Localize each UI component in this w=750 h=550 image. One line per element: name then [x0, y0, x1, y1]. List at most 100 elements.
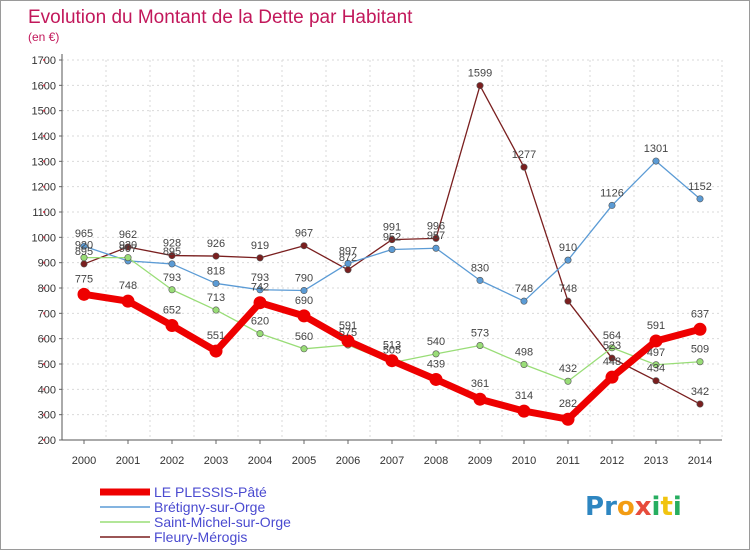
- data-label-saint-michel-sur-orge: 793: [163, 272, 181, 284]
- logo-letter: o: [617, 492, 635, 522]
- data-point-saint-michel-sur-orge: [652, 361, 660, 369]
- data-label-br-tigny-sur-orge: 952: [383, 231, 401, 243]
- data-label-saint-michel-sur-orge: 497: [647, 347, 665, 359]
- data-point-le-plessis-p-t-: [297, 309, 311, 323]
- data-point-br-tigny-sur-orge: [696, 195, 704, 203]
- data-point-saint-michel-sur-orge: [564, 377, 572, 385]
- data-label-le-plessis-p-t-: 314: [515, 390, 533, 402]
- data-label-fleury-m-rogis: 895: [75, 246, 93, 258]
- data-label-saint-michel-sur-orge: 564: [603, 330, 621, 342]
- data-label-br-tigny-sur-orge: 748: [515, 283, 533, 295]
- data-point-br-tigny-sur-orge: [212, 279, 220, 287]
- data-point-fleury-m-rogis: [652, 377, 660, 385]
- y-tick-label: 700: [38, 308, 56, 320]
- data-point-le-plessis-p-t-: [77, 287, 91, 301]
- data-label-saint-michel-sur-orge: 509: [691, 344, 709, 356]
- data-point-fleury-m-rogis: [388, 236, 396, 244]
- data-label-saint-michel-sur-orge: 620: [251, 316, 269, 328]
- data-label-fleury-m-rogis: 926: [207, 238, 225, 250]
- data-label-fleury-m-rogis: 919: [251, 240, 269, 252]
- data-label-fleury-m-rogis: 962: [119, 229, 137, 241]
- data-point-le-plessis-p-t-: [209, 344, 223, 358]
- data-label-br-tigny-sur-orge: 818: [207, 265, 225, 277]
- data-point-le-plessis-p-t-: [605, 370, 619, 384]
- logo-letter: i: [652, 492, 661, 522]
- proxiti-logo: Proxiti: [585, 492, 682, 522]
- x-tick-label: 2013: [644, 455, 668, 467]
- logo-letter: r: [604, 492, 617, 522]
- data-label-br-tigny-sur-orge: 790: [295, 273, 313, 285]
- data-point-br-tigny-sur-orge: [80, 242, 88, 250]
- x-tick-label: 2011: [556, 455, 580, 467]
- data-point-fleury-m-rogis: [608, 354, 616, 362]
- data-point-saint-michel-sur-orge: [608, 344, 616, 352]
- data-point-fleury-m-rogis: [256, 254, 264, 262]
- data-point-fleury-m-rogis: [124, 243, 132, 251]
- data-label-le-plessis-p-t-: 513: [383, 340, 401, 352]
- data-label-le-plessis-p-t-: 690: [295, 295, 313, 307]
- data-label-br-tigny-sur-orge: 965: [75, 228, 93, 240]
- x-tick-label: 2002: [160, 455, 184, 467]
- data-label-br-tigny-sur-orge: 907: [119, 243, 137, 255]
- data-label-br-tigny-sur-orge: 1301: [644, 143, 668, 155]
- x-tick-label: 2007: [380, 455, 404, 467]
- data-point-br-tigny-sur-orge: [168, 260, 176, 268]
- legend-label: Saint-Michel-sur-Orge: [154, 514, 291, 530]
- data-point-fleury-m-rogis: [564, 297, 572, 305]
- chart-title: Evolution du Montant de la Dette par Hab…: [28, 7, 413, 28]
- legend-label: LE PLESSIS-Pâté: [154, 484, 267, 500]
- data-label-fleury-m-rogis: 967: [295, 228, 313, 240]
- data-label-saint-michel-sur-orge: 713: [207, 292, 225, 304]
- data-point-le-plessis-p-t-: [385, 354, 399, 368]
- data-label-fleury-m-rogis: 991: [383, 222, 401, 234]
- data-label-le-plessis-p-t-: 361: [471, 378, 489, 390]
- x-tick-label: 2010: [512, 455, 536, 467]
- data-point-br-tigny-sur-orge: [344, 259, 352, 267]
- data-point-br-tigny-sur-orge: [388, 245, 396, 253]
- data-label-fleury-m-rogis: 748: [559, 283, 577, 295]
- data-point-le-plessis-p-t-: [253, 296, 267, 310]
- x-tick-label: 2003: [204, 455, 228, 467]
- axes: 2003004005006007008009001000110012001300…: [32, 54, 722, 467]
- data-point-br-tigny-sur-orge: [300, 287, 308, 295]
- y-tick-label: 200: [38, 435, 56, 447]
- data-point-le-plessis-p-t-: [561, 412, 575, 426]
- logo-letter: t: [660, 492, 672, 522]
- data-point-fleury-m-rogis: [300, 242, 308, 250]
- chart-unit: (en €): [28, 30, 59, 44]
- data-label-saint-michel-sur-orge: 540: [427, 336, 445, 348]
- data-label-br-tigny-sur-orge: 897: [339, 245, 357, 257]
- data-label-saint-michel-sur-orge: 505: [383, 345, 401, 357]
- legend-label: Brétigny-sur-Orge: [154, 499, 265, 515]
- legend-label: Fleury-Mérogis: [154, 529, 247, 545]
- y-tick-label: 900: [38, 258, 56, 270]
- data-point-fleury-m-rogis: [432, 234, 440, 242]
- x-tick-label: 2005: [292, 455, 316, 467]
- data-point-fleury-m-rogis: [696, 400, 704, 408]
- data-point-br-tigny-sur-orge: [476, 276, 484, 284]
- data-label-le-plessis-p-t-: 439: [427, 358, 445, 370]
- data-label-fleury-m-rogis: 872: [339, 252, 357, 264]
- data-label-br-tigny-sur-orge: 793: [251, 272, 269, 284]
- x-tick-label: 2000: [72, 455, 96, 467]
- x-tick-label: 2004: [248, 455, 272, 467]
- legend: LE PLESSIS-PâtéBrétigny-sur-OrgeSaint-Mi…: [100, 484, 291, 545]
- data-point-br-tigny-sur-orge: [608, 201, 616, 209]
- data-point-saint-michel-sur-orge: [80, 254, 88, 262]
- data-label-fleury-m-rogis: 1277: [512, 149, 536, 161]
- data-point-br-tigny-sur-orge: [564, 256, 572, 264]
- data-point-fleury-m-rogis: [212, 252, 220, 260]
- data-point-br-tigny-sur-orge: [432, 244, 440, 252]
- data-label-fleury-m-rogis: 1599: [468, 68, 492, 80]
- data-label-fleury-m-rogis: 928: [163, 238, 181, 250]
- data-point-saint-michel-sur-orge: [300, 345, 308, 353]
- data-point-fleury-m-rogis: [520, 163, 528, 171]
- data-point-saint-michel-sur-orge: [168, 286, 176, 294]
- y-tick-label: 400: [38, 384, 56, 396]
- data-label-br-tigny-sur-orge: 895: [163, 246, 181, 258]
- logo-letter: i: [673, 492, 682, 522]
- data-point-saint-michel-sur-orge: [432, 350, 440, 358]
- x-tick-label: 2009: [468, 455, 492, 467]
- data-point-fleury-m-rogis: [476, 82, 484, 90]
